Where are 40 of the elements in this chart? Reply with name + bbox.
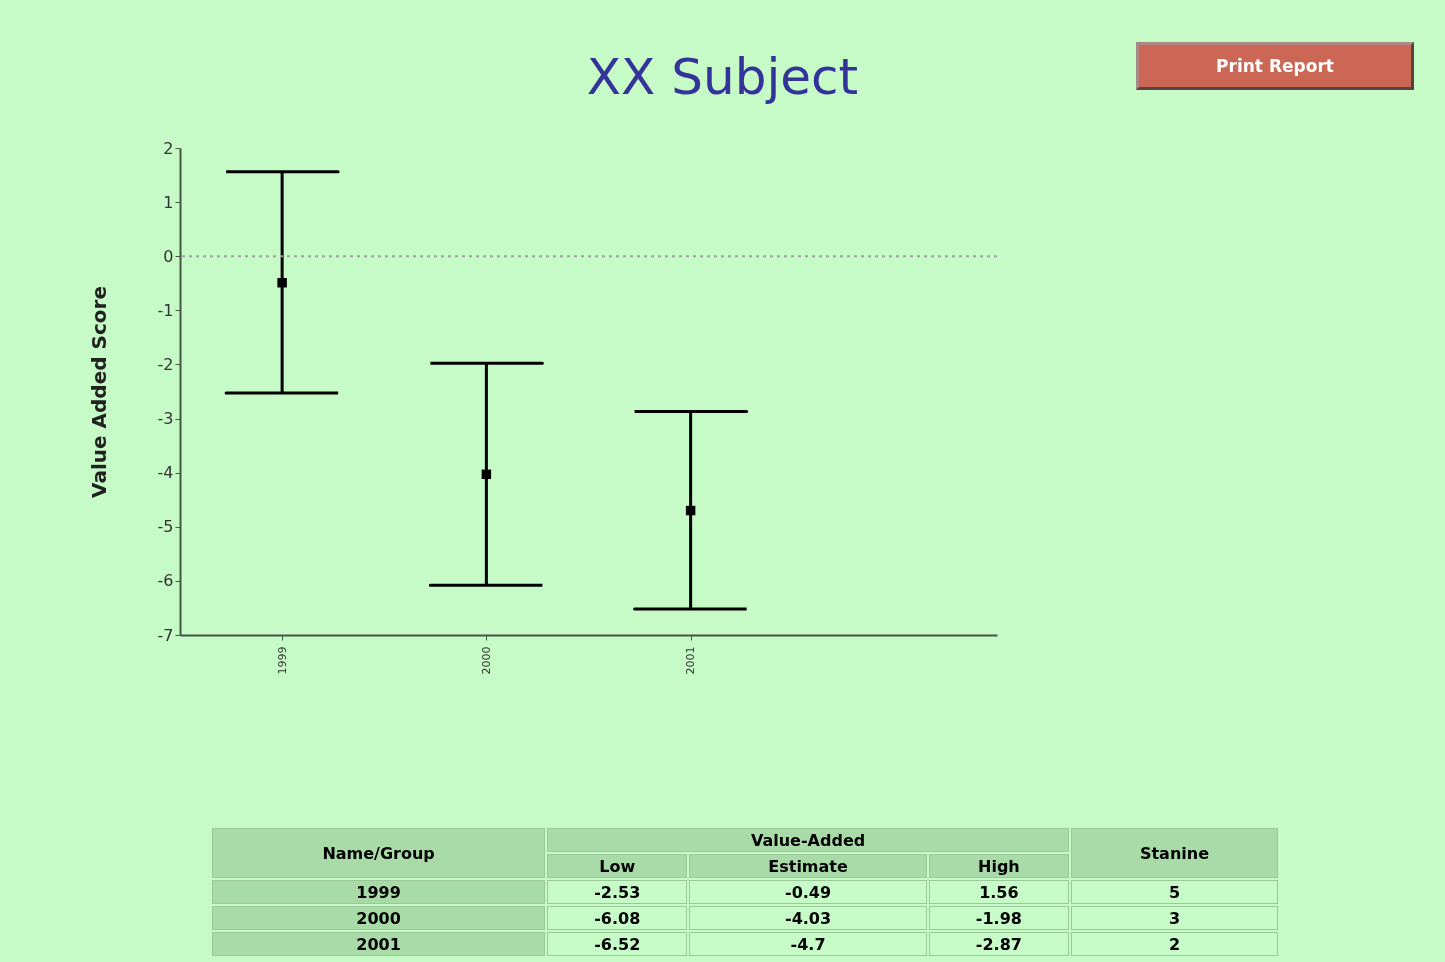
text: -2.53 <box>547 880 688 904</box>
y-tick-label: 1 <box>163 192 174 212</box>
x-tick-label: 1999 <box>275 646 289 675</box>
text: 2000 <box>212 906 546 930</box>
text: -0.49 <box>689 880 927 904</box>
text: -6.52 <box>547 932 688 956</box>
text: 2001 <box>212 932 546 956</box>
point <box>685 505 696 516</box>
text: Name/Group <box>212 828 546 878</box>
text: High <box>928 854 1069 878</box>
x-tick-label: 2001 <box>684 646 698 675</box>
x-tick-label: 2000 <box>479 646 493 675</box>
chart-title: XX Subject <box>586 48 859 106</box>
text: -1.98 <box>928 906 1069 930</box>
text: Estimate <box>689 854 927 878</box>
y-tick-label: 2 <box>163 138 174 158</box>
y-axis-title: Value Added Score <box>86 286 111 498</box>
y-tick-label: -3 <box>157 409 174 429</box>
text: 1.56 <box>928 880 1069 904</box>
text: 1999 <box>212 880 546 904</box>
text: Print Report <box>1136 42 1414 90</box>
text: Value-Added <box>547 828 1069 852</box>
point <box>481 469 492 480</box>
y-tick-label: -4 <box>157 463 174 483</box>
y-tick-label: -2 <box>157 354 174 374</box>
text: Stanine <box>1070 828 1278 878</box>
text: 3 <box>1070 906 1278 930</box>
text: 5 <box>1070 880 1278 904</box>
point <box>277 277 287 288</box>
y-tick-label: -6 <box>157 571 174 591</box>
y-tick-label: -1 <box>157 300 174 320</box>
text: -4.7 <box>689 932 927 956</box>
text: Low <box>547 854 688 878</box>
text: -2.87 <box>928 932 1069 956</box>
y-tick-label: -7 <box>157 625 174 645</box>
text: -6.08 <box>547 906 688 930</box>
y-tick-label: -5 <box>157 517 174 537</box>
text: 2 <box>1070 932 1278 956</box>
text: -4.03 <box>689 906 927 930</box>
y-tick-label: 0 <box>163 246 174 266</box>
